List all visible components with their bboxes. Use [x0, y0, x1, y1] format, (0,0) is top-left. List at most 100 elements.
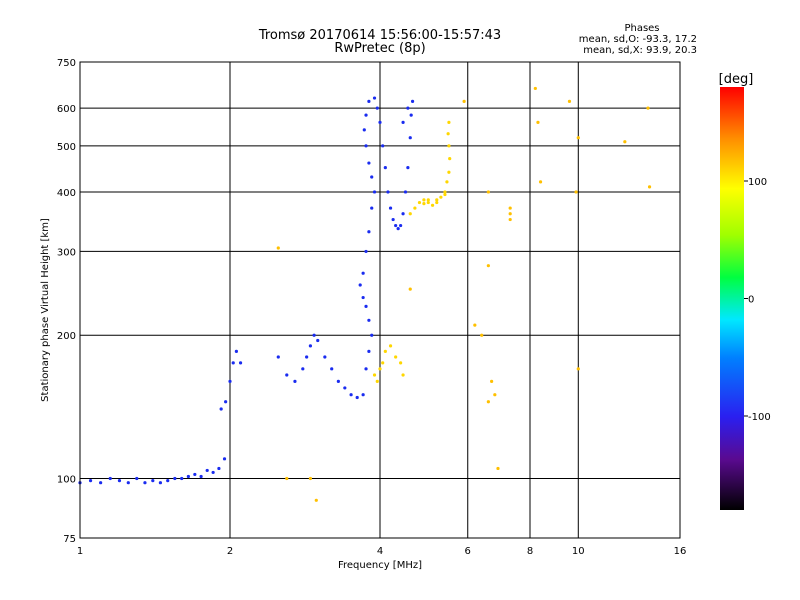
data-point	[99, 481, 103, 485]
data-point	[496, 466, 500, 471]
data-point	[186, 474, 190, 479]
x-tick-label: 8	[527, 546, 533, 557]
y-tick-label: 750	[57, 58, 76, 69]
data-point	[375, 379, 379, 383]
data-point	[401, 120, 405, 124]
data-point	[378, 367, 382, 371]
data-point	[143, 481, 147, 485]
data-point	[574, 190, 578, 194]
data-point	[276, 355, 280, 359]
data-point	[367, 230, 371, 234]
data-point	[234, 349, 238, 353]
data-point	[285, 476, 289, 481]
data-point	[151, 479, 155, 483]
data-point	[439, 195, 443, 199]
grid-lines	[80, 62, 680, 538]
stats-o-mode: mean, sd,O: -93.3, 17.2	[579, 34, 697, 45]
data-point	[388, 206, 393, 210]
data-point	[388, 344, 393, 348]
data-point	[364, 144, 368, 148]
data-point	[435, 200, 439, 205]
data-point	[446, 132, 450, 136]
data-point	[316, 338, 320, 343]
data-point	[406, 166, 410, 170]
y-tick-label: 300	[57, 247, 76, 258]
data-point	[576, 367, 580, 371]
data-point	[462, 99, 466, 103]
x-tick-label: 10	[572, 546, 585, 557]
data-points	[78, 86, 652, 502]
data-point	[158, 481, 163, 485]
data-point	[533, 86, 537, 91]
data-point	[647, 185, 652, 189]
data-point	[88, 479, 93, 483]
data-point	[305, 355, 309, 359]
data-point	[493, 393, 497, 397]
data-point	[399, 223, 403, 228]
data-point	[330, 367, 334, 371]
data-point	[386, 190, 390, 194]
data-point	[367, 161, 371, 165]
data-point	[349, 393, 353, 397]
y-axis-label: Stationary phase Virtual Height [km]	[40, 218, 51, 402]
data-point	[383, 349, 387, 353]
data-point	[426, 198, 430, 202]
data-point	[391, 217, 395, 222]
data-point	[430, 203, 435, 207]
x-axis-label: Frequency [MHz]	[338, 560, 422, 571]
data-point	[370, 206, 374, 210]
data-point	[367, 349, 371, 353]
data-point	[193, 472, 197, 477]
data-point	[435, 198, 439, 202]
data-point	[314, 498, 318, 502]
data-point	[117, 479, 122, 483]
data-point	[508, 217, 512, 222]
data-point	[372, 373, 377, 377]
data-point	[355, 395, 359, 400]
data-point	[217, 466, 221, 471]
data-point	[372, 96, 377, 100]
data-point	[447, 170, 451, 174]
data-point	[378, 120, 382, 124]
colorbar-tick-label: 0	[748, 295, 754, 306]
data-point	[308, 476, 313, 481]
data-point	[443, 190, 447, 194]
data-point	[394, 223, 398, 228]
data-point	[408, 212, 412, 216]
y-tick-label: 500	[57, 142, 76, 153]
data-point	[413, 206, 417, 210]
data-point	[422, 202, 426, 206]
data-point	[396, 227, 400, 231]
data-point	[362, 128, 366, 132]
data-point	[403, 190, 408, 194]
y-tick-label: 200	[57, 331, 76, 342]
data-point	[447, 144, 451, 148]
colorbar-ticks: 100 0 -100	[744, 177, 771, 423]
x-tick-label: 16	[674, 546, 687, 557]
data-point	[308, 344, 313, 348]
data-point	[367, 318, 371, 322]
data-point	[180, 476, 184, 481]
colorbar	[720, 87, 744, 510]
data-point	[426, 200, 430, 205]
data-point	[166, 479, 170, 483]
data-point	[536, 120, 540, 124]
colorbar-tick-label: -100	[748, 412, 771, 423]
data-point	[408, 136, 412, 140]
data-point	[285, 373, 289, 377]
x-tick-label: 1	[77, 546, 83, 557]
data-point	[361, 271, 365, 275]
stats-x-mode: mean, sd,X: 93.9, 20.3	[583, 45, 697, 56]
data-point	[126, 481, 130, 485]
data-point	[508, 212, 512, 216]
data-point	[383, 166, 387, 170]
data-point	[409, 113, 413, 117]
data-point	[364, 113, 368, 117]
data-point	[381, 144, 385, 148]
data-point	[490, 379, 494, 383]
data-point	[417, 200, 422, 205]
data-point	[224, 400, 228, 404]
data-point	[361, 295, 365, 300]
data-point	[364, 367, 368, 371]
